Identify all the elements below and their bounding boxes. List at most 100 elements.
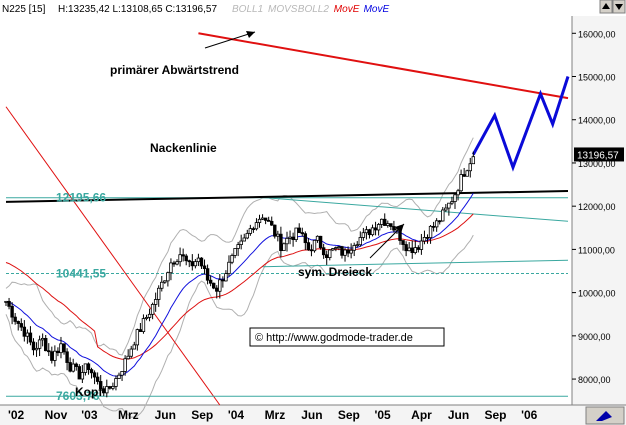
candle-body — [334, 247, 338, 250]
y-axis-panel — [572, 16, 626, 405]
candle-body — [401, 240, 405, 245]
last-value-box — [574, 147, 624, 162]
candle-body — [199, 257, 204, 267]
indicator-label: MovE — [334, 4, 360, 15]
x-axis-panel — [0, 405, 626, 425]
candle-body — [468, 163, 472, 172]
candle-body — [392, 226, 396, 231]
candle-body — [126, 355, 130, 360]
trend-arrow — [204, 31, 256, 49]
candle-body — [325, 254, 329, 259]
copyright-box — [249, 327, 445, 347]
candle-body — [86, 363, 91, 370]
candle-body — [343, 249, 347, 256]
resistance-line — [198, 32, 569, 100]
candle-body — [361, 232, 366, 238]
level-label: 10441,55 — [56, 267, 106, 281]
candle-body — [205, 268, 210, 281]
candle-body — [132, 344, 136, 350]
y-tick-label: 13000,00 — [578, 159, 616, 169]
candle-body — [22, 326, 27, 337]
candle-body — [328, 249, 332, 259]
x-tick-label: Nov — [45, 408, 68, 422]
x-tick-label: '03 — [81, 408, 98, 422]
candle-body — [337, 246, 341, 249]
candle-body — [40, 337, 45, 341]
candle-body — [160, 281, 164, 289]
candle-body — [31, 341, 36, 351]
candle-body — [331, 248, 335, 251]
candle-body — [254, 222, 259, 230]
y-tick-label: 10000,00 — [578, 289, 616, 299]
candle-body — [28, 332, 33, 343]
candle-body — [208, 279, 213, 284]
candle-body — [239, 240, 243, 246]
candle-body — [453, 194, 457, 202]
candle-body — [196, 257, 201, 263]
projection-line — [471, 76, 570, 172]
candle-body — [410, 247, 414, 254]
neckline — [5, 190, 569, 203]
downtrend-line — [5, 106, 221, 406]
candle-body — [34, 347, 39, 351]
candle-body — [98, 381, 103, 390]
candle-body — [340, 246, 344, 256]
last-value-label: 13196,57 — [577, 150, 619, 161]
ema-red-line — [5, 213, 474, 360]
candle-body — [315, 235, 320, 241]
candle-body — [215, 287, 219, 292]
candle-body — [211, 282, 216, 289]
candle-body — [178, 254, 182, 263]
ohlc-label: H:13235,42 L:13108,65 C:13196,57 — [58, 4, 217, 15]
y-tick-label: 14000,00 — [578, 116, 616, 126]
candle-body — [150, 304, 155, 315]
candle-body — [428, 225, 433, 239]
candle-body — [71, 363, 75, 372]
candle-body — [434, 220, 439, 228]
candle-body — [386, 223, 390, 226]
candle-body — [187, 260, 191, 263]
header-bar — [0, 0, 626, 16]
candle-body — [456, 190, 460, 196]
candle-body — [172, 262, 176, 265]
candle-body — [77, 366, 82, 380]
x-tick-label: '05 — [375, 408, 392, 422]
x-tick-label: Sep — [191, 408, 213, 422]
candle-body — [230, 255, 234, 263]
candle-body — [157, 287, 161, 300]
indicator-label: BOLL2 — [298, 4, 330, 15]
candle-body — [83, 363, 88, 373]
candle-body — [114, 378, 118, 387]
candle-body — [193, 261, 198, 267]
candle-body — [166, 272, 170, 282]
candle-body — [13, 316, 17, 322]
level-label: 7603,76 — [56, 389, 100, 403]
bollinger-lower-line — [5, 234, 474, 418]
candle-body — [346, 249, 350, 254]
candle-body — [288, 236, 292, 239]
candle-body — [291, 236, 295, 241]
indicator-label: MOVS — [268, 4, 298, 15]
symbol-label: N225 [15] — [2, 4, 46, 15]
y-tick-label: 12000,00 — [578, 202, 616, 212]
candle-body — [108, 386, 112, 389]
candle-body — [416, 247, 421, 250]
candle-body — [53, 350, 57, 361]
candle-body — [266, 219, 271, 222]
candle-body — [19, 323, 23, 328]
candle-body — [273, 224, 277, 237]
candle-body — [181, 254, 185, 257]
candle-body — [309, 249, 314, 252]
candle-body — [355, 244, 359, 247]
y-tick-label: 8000,00 — [578, 375, 611, 385]
candle-body — [349, 249, 353, 254]
candle-body — [227, 261, 231, 274]
candle-body — [102, 388, 106, 394]
arrow-head-icon — [246, 31, 255, 38]
candle-body — [447, 202, 451, 209]
candle-body — [117, 374, 121, 379]
candle-body — [370, 227, 375, 236]
candle-body — [74, 363, 78, 367]
candle-body — [367, 229, 372, 236]
candle-body — [184, 255, 188, 262]
